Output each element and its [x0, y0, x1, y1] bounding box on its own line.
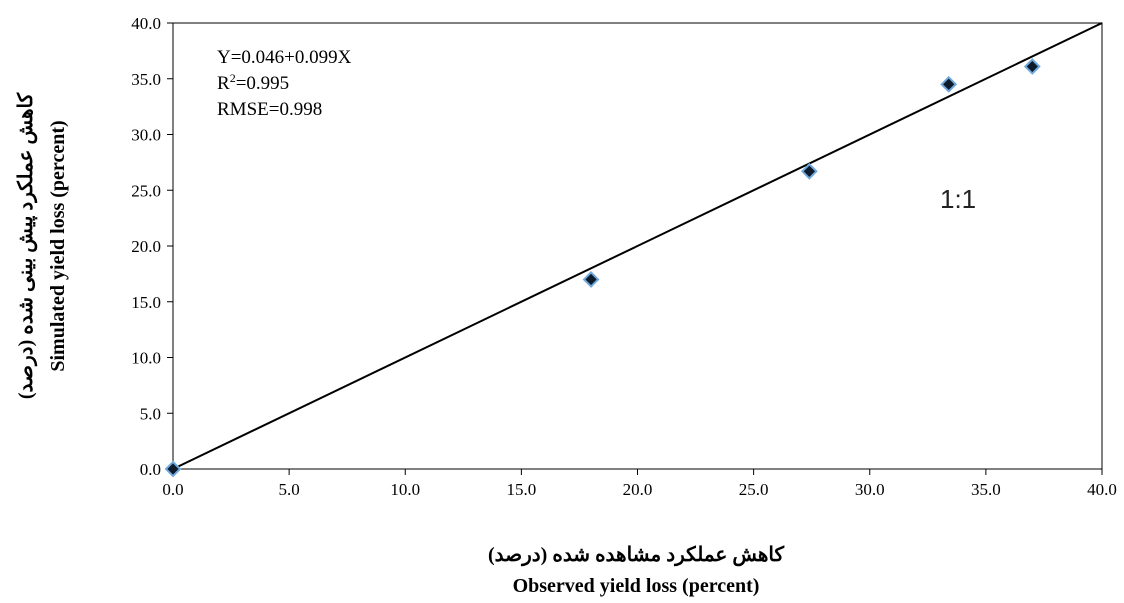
data-point: [164, 460, 182, 478]
y-tick-label: 0.0: [140, 460, 161, 479]
x-tick-label: 20.0: [623, 480, 653, 499]
r-squared-superscript: 2: [230, 71, 236, 85]
x-axis-title-en: Observed yield loss (percent): [513, 575, 760, 597]
one-to-one-line: [172, 22, 1103, 470]
x-tick-label: 30.0: [855, 480, 885, 499]
data-points: [164, 58, 1041, 478]
rmse-label: RMSE=0.998: [217, 99, 322, 120]
x-tick-label: 5.0: [279, 480, 300, 499]
y-axis: 0.0 5.0 10.0 15.0 20.0 25.0 30.0 35.0 40.0: [131, 14, 173, 479]
r-squared-label: R2=0.995: [217, 71, 289, 94]
y-tick-label: 5.0: [140, 404, 161, 423]
y-tick-label: 25.0: [131, 181, 161, 200]
x-axis-title-fa: کاهش عملکرد مشاهده شده (درصد): [488, 544, 785, 567]
y-axis-title-fa: کاهش عملکرد پیش بینی شده (درصد): [15, 92, 38, 399]
y-tick-label: 20.0: [131, 237, 161, 256]
y-tick-label: 40.0: [131, 14, 161, 33]
plot-area: [172, 22, 1103, 470]
y-tick-label: 10.0: [131, 349, 161, 368]
y-tick-label: 30.0: [131, 126, 161, 145]
y-axis-title-en: Simulated yield loss (percent): [47, 120, 69, 371]
x-tick-label: 0.0: [162, 480, 183, 499]
data-point: [582, 271, 600, 288]
one-to-one-label: 1:1: [940, 184, 976, 214]
data-point: [940, 75, 958, 93]
regression-annotations: Y=0.046+0.099X R2=0.995 RMSE=0.998: [217, 47, 352, 120]
data-point: [800, 162, 818, 180]
x-tick-label: 35.0: [971, 480, 1001, 499]
x-tick-label: 25.0: [739, 480, 769, 499]
x-tick-label: 10.0: [390, 480, 420, 499]
data-point: [1023, 58, 1041, 75]
y-tick-label: 35.0: [131, 70, 161, 89]
x-tick-label: 15.0: [507, 480, 537, 499]
equation-label: Y=0.046+0.099X: [217, 47, 352, 68]
r-squared-prefix: R: [217, 73, 230, 94]
x-tick-label: 40.0: [1087, 480, 1117, 499]
x-axis: 0.0 5.0 10.0 15.0 20.0 25.0 30.0 35.0 40.0: [162, 469, 1117, 499]
y-tick-label: 15.0: [131, 293, 161, 312]
r-squared-value: =0.995: [236, 73, 289, 94]
